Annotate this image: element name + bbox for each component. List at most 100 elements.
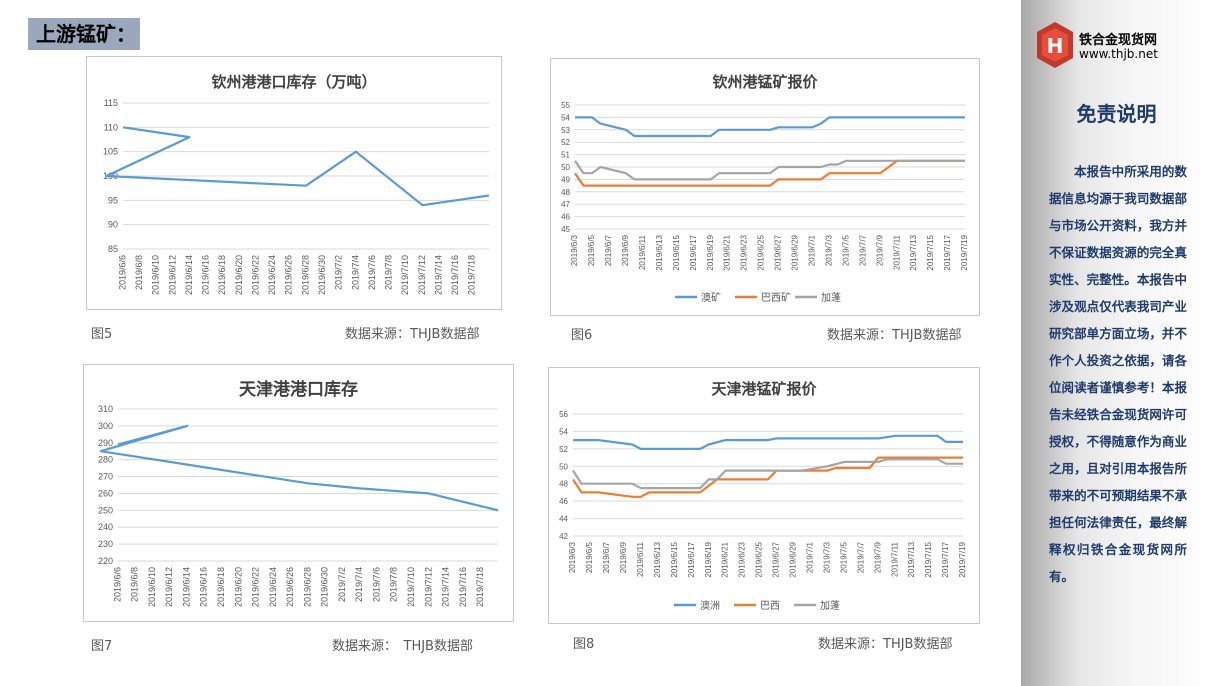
x-tick-label: 2019/6/16 [199,567,209,607]
y-tick-label: 42 [559,532,568,541]
x-tick-label: 2019/7/12 [423,567,433,607]
y-tick-label: 51 [561,151,570,160]
chart-qinzhou-price: 钦州港锰矿报价 45 46 47 48 49 50 51 52 53 54 55 2019/6/3 20… [550,58,980,316]
x-tick-label: 2019/6/13 [655,234,664,270]
x-tick-label: 2019/6/26 [284,255,294,295]
x-tick-label: 2019/6/30 [320,567,330,607]
x-tick-label: 2019/6/14 [181,567,191,607]
x-tick-label: 2019/6/15 [670,541,679,577]
logo-url: www.thjb.net [1079,47,1158,61]
x-tick-label: 2019/7/11 [892,234,901,270]
x-tick-label: 2019/6/11 [638,234,647,270]
x-tick-label: 2019/7/1 [808,234,817,266]
y-tick-label: 90 [108,220,118,230]
y-tick-label: 115 [104,98,118,108]
y-tick-label: 240 [98,522,113,532]
x-tick-label: 2019/6/29 [789,541,798,577]
chart-title: 天津港锰矿报价 [711,380,817,398]
legend-label: 澳洲 [700,599,720,612]
y-tick-label: 250 [98,505,113,515]
x-tick-label: 2019/6/6 [112,567,122,602]
y-tick-label: 220 [98,556,113,566]
x-tick-label: 2019/7/8 [389,567,399,602]
x-tick-label: 2019/7/3 [824,234,833,266]
disclaimer-title: 免责说明 [1076,102,1157,126]
x-tick-label: 2019/7/2 [337,567,347,602]
y-tick-label: 48 [561,188,570,197]
y-tick-label: 44 [559,515,568,524]
x-tick-label: 2019/6/21 [721,541,730,577]
x-tick-label: 2019/7/16 [450,255,460,295]
x-tick-label: 2019/6/28 [302,567,312,607]
x-tick-label: 2019/7/13 [907,541,916,577]
figure-label: 图5 [91,327,113,342]
x-tick-label: 2019/7/9 [875,234,884,266]
x-tick-label: 2019/6/27 [772,541,781,577]
main-panel: 上游锰矿： 钦州港港口库存（万吨） 85 90 95 100 105 110 115 2019… [28,18,980,654]
data-source: 数据来源：THJB数据部 [345,327,480,342]
x-tick-label: 2019/7/18 [467,255,477,295]
x-tick-label: 2019/7/7 [856,541,865,573]
disclaimer-sidebar: H 铁合金现货网 www.thjb.net 免责说明 本报告中所采用的数据信息均… [1021,0,1212,686]
x-tick-label: 2019/6/22 [250,255,260,295]
x-tick-label: 2019/7/10 [400,255,410,295]
y-tick-label: 55 [561,101,570,110]
x-tick-label: 2019/7/8 [384,255,394,290]
x-tick-label: 2019/6/3 [570,234,579,266]
x-tick-label: 2019/6/13 [653,541,662,577]
x-tick-label: 2019/6/16 [201,255,211,295]
x-tick-label: 2019/6/27 [774,234,783,270]
x-tick-label: 2019/7/1 [806,541,815,573]
chart-plot: 42 44 46 48 50 52 54 56 2019/6/3 2019/6/5 2019/6/7… [559,410,967,612]
chart-tianjin-price: 天津港锰矿报价 42 44 46 48 50 52 54 56 2019/6/3 2019/6/5… [548,367,980,624]
data-source: 数据来源：THJB数据部 [827,328,962,343]
x-tick-label: 2019/6/26 [285,567,295,607]
y-tick-label: 230 [98,539,113,549]
x-tick-label: 2019/7/17 [943,234,952,270]
x-tick-label: 2019/6/19 [704,541,713,577]
x-tick-label: 2019/6/17 [687,541,696,577]
x-tick-label: 2019/6/10 [147,567,157,607]
x-tick-label: 2019/6/24 [267,255,277,295]
svg-text:H: H [1047,34,1064,58]
x-tick-label: 2019/6/9 [621,234,630,266]
disclaimer-text: 本报告中所采用的数据信息均源于我司数据部与市场公开资料，我方并不保证数据资源的完… [1049,164,1187,584]
x-tick-label: 2019/6/5 [587,234,596,266]
x-tick-label: 2019/7/18 [475,567,485,607]
x-tick-label: 2019/6/11 [636,541,645,577]
x-tick-label: 2019/6/8 [130,567,140,602]
x-tick-label: 2019/7/12 [417,255,427,295]
x-tick-label: 2019/6/23 [740,234,749,270]
x-tick-label: 2019/6/9 [619,541,628,573]
y-tick-label: 105 [103,147,118,157]
y-tick-label: 290 [98,438,113,448]
x-tick-label: 2019/7/5 [839,541,848,573]
series-line-1 [573,434,963,451]
x-tick-label: 2019/6/7 [604,234,613,266]
chart-title: 钦州港港口库存（万吨） [211,73,377,91]
y-tick-label: 260 [98,488,113,498]
x-tick-label: 2019/7/2 [334,255,344,290]
y-tick-label: 54 [559,427,568,436]
logo-name: 铁合金现货网 [1079,33,1158,48]
legend-label: 加蓬 [820,600,840,612]
x-tick-label: 2019/6/21 [723,234,732,270]
x-tick-label: 2019/6/12 [167,255,177,295]
x-tick-label: 2019/6/23 [738,541,747,577]
x-tick-label: 2019/7/19 [958,541,967,577]
y-tick-label: 49 [561,175,570,184]
x-tick-label: 2019/6/18 [217,255,227,295]
x-tick-label: 2019/6/6 [117,255,127,290]
x-tick-label: 2019/6/25 [755,541,764,577]
y-tick-label: 56 [559,410,568,419]
x-tick-label: 2019/7/13 [909,234,918,270]
x-tick-label: 2019/6/29 [791,234,800,270]
y-tick-label: 52 [559,445,568,454]
x-tick-label: 2019/6/3 [568,541,577,573]
chart-qinzhou-inventory: 钦州港港口库存（万吨） 85 90 95 100 105 110 115 2019/6/6 20… [86,56,502,310]
y-tick-label: 48 [559,480,568,489]
y-tick-label: 47 [561,200,570,209]
series-line-3 [574,159,965,181]
x-tick-label: 2019/6/18 [216,567,226,607]
